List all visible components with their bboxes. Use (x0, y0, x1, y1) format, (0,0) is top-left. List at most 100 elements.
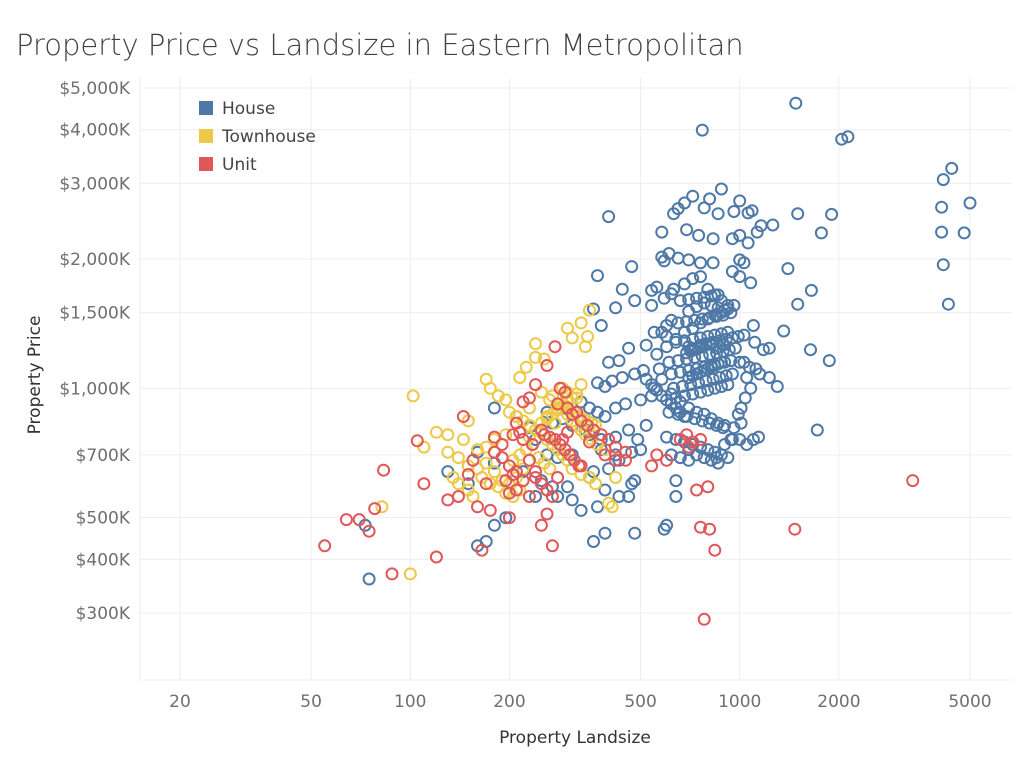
data-point (479, 477, 493, 491)
data-point (565, 462, 579, 476)
data-point (724, 354, 738, 368)
data-point (591, 500, 604, 514)
data-point (551, 490, 565, 503)
legend-entry: House (222, 99, 275, 119)
y-tick-label: $500K (76, 509, 131, 529)
data-point (741, 206, 755, 220)
data-point (634, 393, 648, 407)
data-point (655, 372, 669, 386)
data-point (711, 207, 725, 221)
data-point (788, 522, 802, 536)
data-point (362, 572, 376, 586)
data-point (377, 463, 391, 477)
x-tick-label: 5000 (948, 692, 991, 712)
data-point (589, 477, 602, 491)
legend-swatch (199, 157, 213, 171)
data-point (540, 359, 554, 372)
data-point (945, 161, 959, 175)
data-point (741, 236, 755, 250)
data-point (673, 405, 687, 419)
data-point (628, 294, 642, 308)
data-point (602, 210, 616, 224)
data-point (519, 360, 533, 374)
data-point (662, 355, 676, 369)
legend: House Townhouse Unit (199, 99, 316, 175)
data-point (750, 225, 764, 239)
data-point (906, 474, 920, 488)
data-point (810, 423, 824, 437)
data-point (574, 503, 588, 517)
data-point (406, 389, 420, 403)
data-point (664, 313, 678, 327)
data-point (639, 418, 653, 432)
data-point (671, 251, 685, 265)
data-point (565, 407, 579, 421)
data-point (694, 256, 707, 270)
data-point (529, 490, 542, 503)
data-point (695, 414, 709, 428)
data-point (591, 269, 604, 283)
data-point (650, 448, 664, 462)
data-point (701, 480, 715, 494)
data-point (716, 338, 730, 352)
data-point (703, 311, 717, 325)
data-point (781, 262, 795, 276)
data-point (675, 380, 689, 393)
data-point (744, 381, 758, 395)
data-point (429, 425, 443, 439)
data-point (714, 182, 728, 196)
data-point (686, 387, 700, 401)
data-point (499, 511, 513, 525)
data-point (716, 421, 730, 435)
data-point (578, 340, 592, 354)
data-point (690, 483, 704, 497)
data-point (695, 312, 709, 326)
data-point (509, 483, 523, 497)
data-point (495, 438, 509, 451)
data-point (574, 468, 588, 481)
data-point (639, 338, 653, 352)
data-point (704, 289, 718, 303)
data-point (598, 410, 612, 423)
x-tick-label: 2000 (817, 692, 860, 712)
data-point (551, 471, 565, 484)
data-point (540, 507, 554, 521)
data-point (605, 500, 619, 514)
data-point (686, 435, 700, 449)
data-point (634, 443, 648, 457)
data-point (669, 474, 683, 488)
data-point (731, 407, 745, 421)
data-point (451, 451, 465, 465)
data-point (506, 428, 520, 442)
data-point (598, 526, 612, 540)
data-point (417, 477, 431, 491)
data-point (451, 477, 465, 491)
data-point (441, 428, 455, 442)
data-point (710, 418, 723, 432)
data-point (748, 335, 762, 349)
data-point (721, 378, 735, 392)
data-point (619, 397, 632, 411)
gridlines (139, 78, 1012, 681)
data-point (487, 465, 501, 479)
data-point (483, 503, 497, 517)
data-point (602, 462, 616, 476)
data-point (957, 226, 971, 240)
y-tick-label: $300K (76, 604, 131, 624)
data-point (694, 270, 707, 284)
data-point (671, 407, 685, 421)
data-point (711, 301, 725, 315)
data-point (708, 381, 722, 395)
data-point (545, 490, 559, 503)
data-point (647, 325, 661, 339)
data-point (385, 567, 399, 581)
data-point (667, 207, 681, 221)
legend-entry: Unit (222, 155, 257, 175)
data-point (766, 218, 780, 232)
data-point (352, 513, 366, 527)
data-point (669, 335, 683, 349)
data-point (622, 490, 636, 503)
data-point (671, 316, 685, 330)
data-point (612, 490, 626, 503)
data-point (660, 518, 674, 532)
